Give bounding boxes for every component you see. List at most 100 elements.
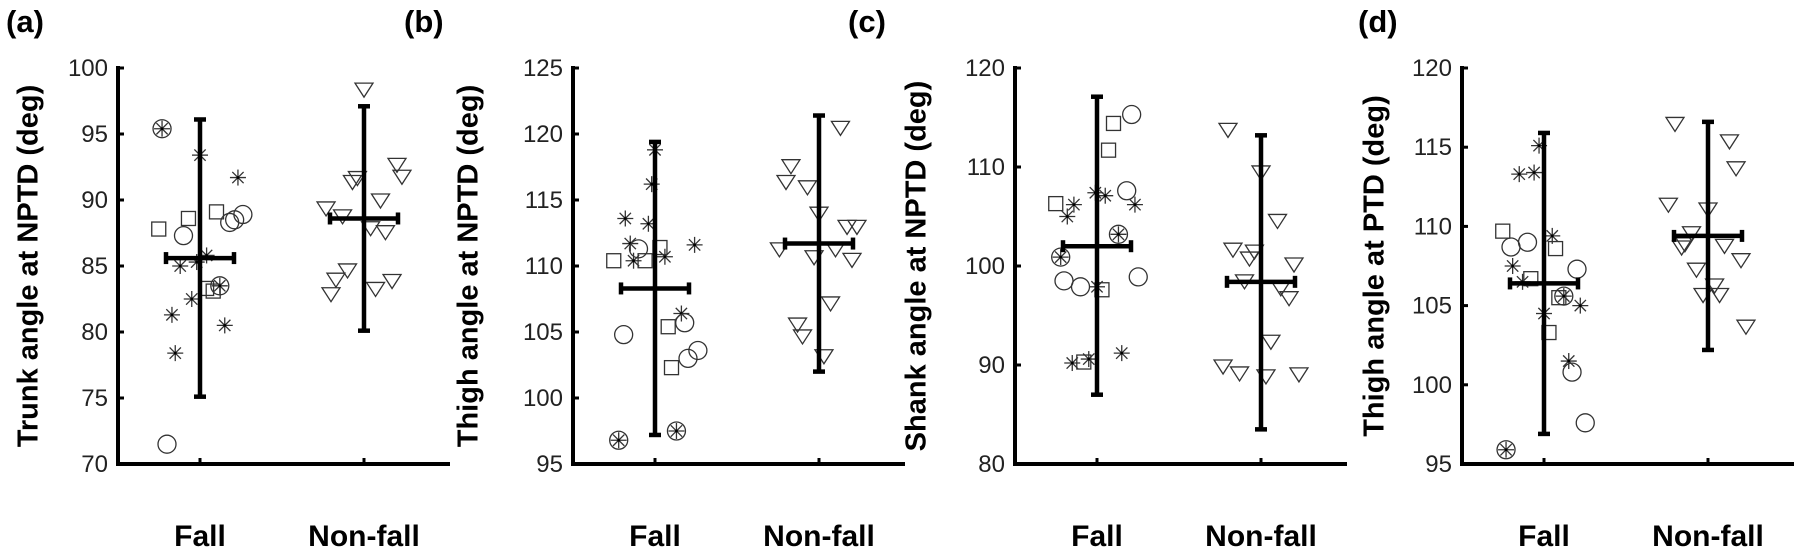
data-point-circle <box>1070 277 1091 297</box>
data-point-triangle <box>1239 251 1260 268</box>
circle-mark <box>210 276 230 296</box>
data-point-circle <box>614 324 634 345</box>
asterisk-center <box>1511 264 1515 268</box>
data-point-asterisk <box>1544 227 1561 244</box>
error-bar-fall <box>1507 130 1581 437</box>
data-point-asterisk <box>1059 208 1076 225</box>
triangle-mark <box>797 180 818 197</box>
asterisk-center <box>675 429 678 433</box>
circle-mark <box>666 421 687 441</box>
triangle-mark <box>1229 366 1250 383</box>
circle-mark <box>1496 440 1516 460</box>
triangle-mark <box>391 169 413 186</box>
data-point-asterisk <box>1560 353 1577 370</box>
asterisk-center <box>1070 361 1074 365</box>
data-point-triangle <box>769 242 790 259</box>
circle-mark <box>1567 259 1587 279</box>
data-point-circle <box>1575 413 1595 433</box>
data-point-asterisk <box>183 291 200 307</box>
square-mark <box>1495 223 1511 239</box>
x-tick-label: Non-fall <box>1205 520 1317 552</box>
data-point-circle-asterisk <box>1108 224 1129 244</box>
asterisk-center <box>663 255 667 259</box>
error-bar-non-fall <box>327 104 401 333</box>
y-tick-label: 115 <box>1414 134 1452 161</box>
triangle-mark <box>1664 116 1686 133</box>
y-tick-label: 90 <box>81 187 108 214</box>
y-tick-label: 110 <box>967 154 1005 181</box>
data-point-triangle <box>1730 253 1752 269</box>
data-point-square <box>208 204 225 220</box>
data-point-square <box>151 221 167 237</box>
data-point-triangle <box>830 120 851 137</box>
circle-mark <box>1575 413 1595 433</box>
asterisk-center <box>617 438 621 442</box>
data-point-circle <box>173 225 194 246</box>
triangle-mark <box>1735 319 1757 336</box>
asterisk-center <box>650 182 654 186</box>
circle-mark <box>1554 286 1574 306</box>
data-point-circle <box>688 340 708 361</box>
circle-mark <box>688 340 708 361</box>
panel-label: (a) <box>6 4 44 39</box>
y-tick-label: 85 <box>81 253 108 280</box>
square-mark <box>1048 195 1064 212</box>
data-point-asterisk <box>1526 164 1543 181</box>
asterisk-center <box>223 324 227 327</box>
y-tick-label: 100 <box>68 55 108 82</box>
asterisk-center <box>1550 234 1554 238</box>
data-point-triangle <box>315 201 337 218</box>
triangle-mark <box>1730 253 1752 269</box>
triangle-mark <box>375 225 396 241</box>
data-point-triangle <box>1278 291 1300 307</box>
data-point-asterisk <box>1097 187 1114 204</box>
circle-mark <box>1501 237 1521 257</box>
x-tick-label: Non-fall <box>763 520 875 552</box>
panel-b: (b) Thigh angle at NPTD (deg) 95 100 105 110 1… <box>404 4 905 552</box>
data-point-circle-asterisk <box>152 119 172 139</box>
y-tick-label: 120 <box>965 55 1005 82</box>
data-point-circle <box>233 204 253 225</box>
y-tick-label: 80 <box>81 319 108 346</box>
square-mark <box>180 210 197 227</box>
y-tick-label: 100 <box>523 385 563 412</box>
data-point-triangle <box>370 193 391 210</box>
asterisk-center <box>1578 304 1582 307</box>
circle-mark <box>224 210 245 230</box>
asterisk-center <box>173 351 177 355</box>
asterisk-center <box>195 260 199 264</box>
triangle-mark <box>1658 197 1679 214</box>
data-point-triangle <box>1714 238 1735 255</box>
asterisk-center <box>170 313 174 317</box>
data-point-asterisk <box>229 169 246 186</box>
panel-a: (a) Trunk angle at NPTD (deg) 70 75 80 85 90 95… <box>6 4 450 552</box>
triangle-mark <box>1267 213 1288 230</box>
y-tick-label: 80 <box>978 451 1005 478</box>
y-tick-label: 90 <box>978 352 1005 379</box>
data-point-triangle <box>846 219 868 236</box>
asterisk-center <box>218 284 222 288</box>
triangle-mark <box>769 242 790 259</box>
data-point-triangle <box>787 317 808 334</box>
y-tick-label: 120 <box>523 121 563 148</box>
error-bar-non-fall <box>782 113 856 374</box>
data-point-triangle <box>820 296 841 313</box>
y-axis-label: Thigh angle at PTD (deg) <box>1359 95 1391 437</box>
circle-mark <box>1128 267 1148 287</box>
circle-mark <box>1051 247 1071 267</box>
y-tick-label: 110 <box>525 253 563 280</box>
x-tick-label: Non-fall <box>308 520 420 552</box>
x-tick-label: Fall <box>629 520 681 552</box>
triangle-mark <box>836 219 858 236</box>
asterisk-center <box>1532 171 1536 174</box>
circle-mark <box>675 313 695 333</box>
data-point-asterisk <box>643 176 660 193</box>
asterisk-center <box>693 243 696 247</box>
data-point-circle-asterisk <box>1051 247 1071 267</box>
data-point-triangle <box>337 263 358 280</box>
y-tick-label: 95 <box>81 121 108 148</box>
data-point-square <box>1048 195 1064 212</box>
data-point-asterisk <box>1064 355 1081 372</box>
triangle-mark <box>830 120 851 137</box>
data-point-circle <box>1128 267 1148 287</box>
